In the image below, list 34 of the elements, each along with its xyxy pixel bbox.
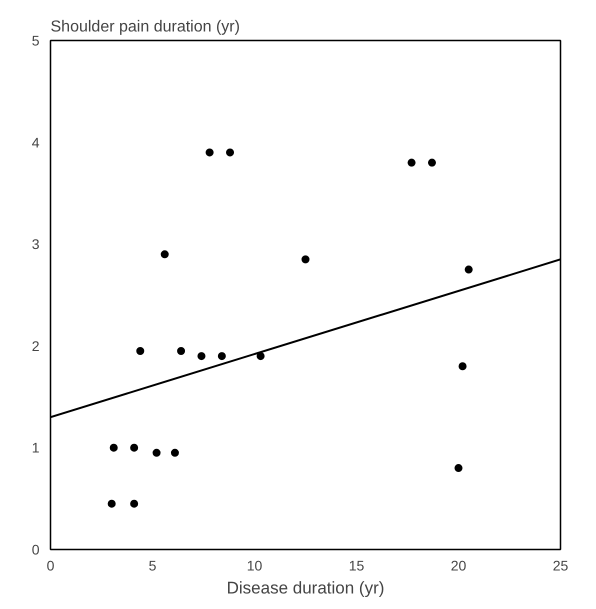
point [464, 266, 473, 274]
y-axis-title: Shoulder pain duration (yr) [50, 18, 240, 36]
point [458, 362, 467, 370]
point [206, 148, 214, 156]
point [136, 346, 144, 355]
point [428, 158, 436, 167]
point [170, 448, 179, 457]
point [218, 352, 226, 360]
point [110, 444, 118, 452]
point [160, 250, 169, 258]
y-tick-label: 2 [32, 338, 40, 354]
point [256, 352, 265, 360]
y-tick-label: 4 [32, 134, 40, 150]
y-tick-label: 1 [32, 440, 40, 456]
x-tick-label: 15 [348, 558, 364, 574]
point [130, 444, 138, 452]
x-axis-title: Disease duration (yr) [226, 578, 384, 598]
point [177, 346, 186, 355]
y-tick-label: 0 [32, 542, 40, 558]
point [130, 500, 138, 508]
point [108, 500, 116, 508]
x-tick-label: 25 [552, 558, 568, 574]
x-tick-label: 10 [246, 558, 262, 574]
x-tick-label: 5 [148, 558, 157, 574]
point [152, 448, 161, 457]
point [408, 158, 416, 167]
point [302, 255, 310, 264]
x-tick-label: 20 [450, 558, 466, 574]
x-tick-label: 0 [46, 558, 55, 574]
point [226, 148, 234, 156]
y-tick-label: 5 [32, 32, 40, 48]
point [197, 352, 206, 360]
y-tick-label: 3 [32, 236, 40, 252]
point [454, 464, 462, 472]
